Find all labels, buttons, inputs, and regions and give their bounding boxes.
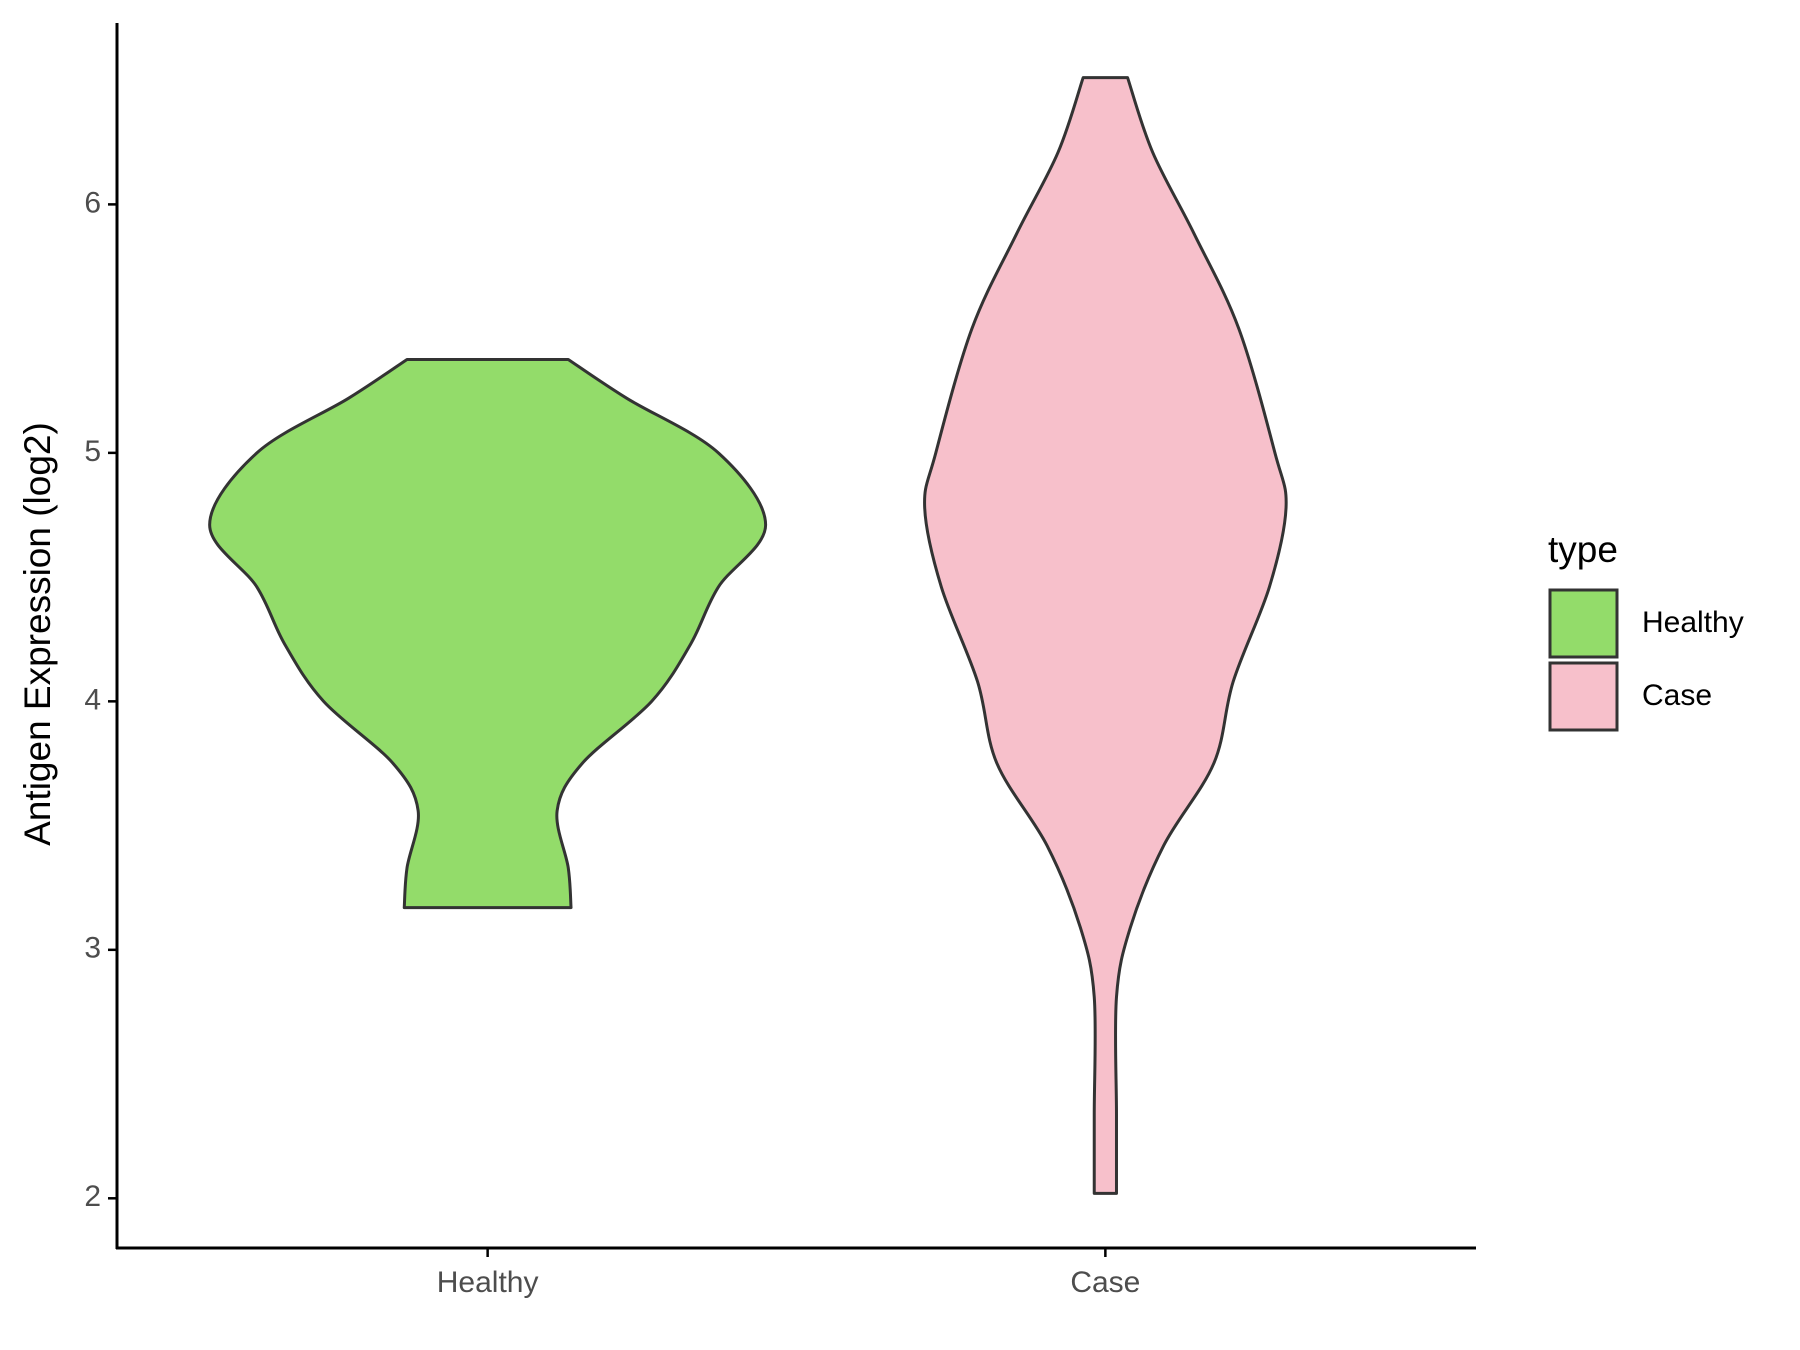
legend-key	[1548, 588, 1619, 659]
legend-label: Healthy	[1642, 606, 1744, 639]
violin	[923, 76, 1288, 1195]
x-tick-label: Healthy	[437, 1266, 539, 1299]
legend-key	[1548, 661, 1619, 732]
y-tick-label: 3	[84, 932, 101, 965]
y-tick-label: 2	[84, 1180, 101, 1213]
y-axis-title: Antigen Expression (log2)	[17, 422, 58, 846]
legend-title: type	[1548, 529, 1618, 570]
legend-label: Case	[1642, 679, 1712, 712]
y-tick-label: 5	[84, 435, 101, 468]
y-tick-label: 4	[84, 683, 101, 716]
violin	[208, 357, 768, 910]
x-tick-label: Case	[1070, 1266, 1140, 1299]
y-tick-label: 6	[84, 186, 101, 219]
